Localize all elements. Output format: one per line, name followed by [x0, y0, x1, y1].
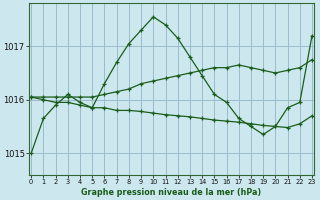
X-axis label: Graphe pression niveau de la mer (hPa): Graphe pression niveau de la mer (hPa) [82, 188, 262, 197]
